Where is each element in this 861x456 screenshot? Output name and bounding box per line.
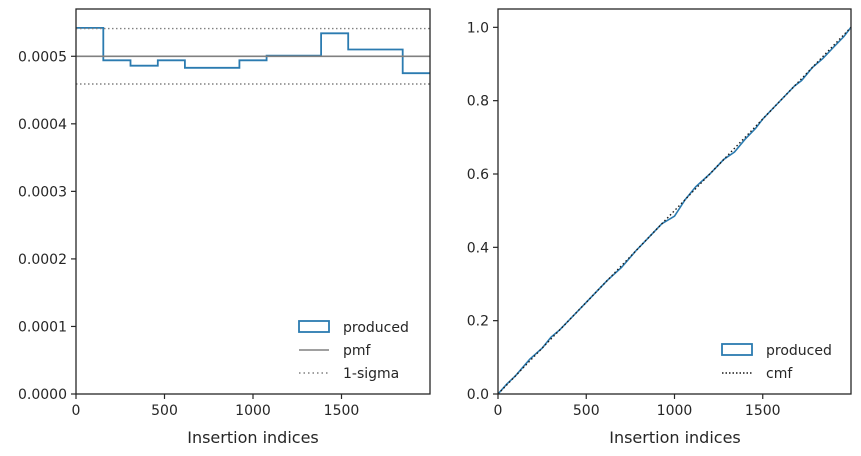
right-x-axis-label: Insertion indices [609,428,741,447]
right-x-ticks: 0 500 1000 1500 [494,394,781,419]
left-x-axis-label: Insertion indices [187,428,319,447]
left-y-tick-label: 0.0005 [18,49,67,65]
right-y-tick-label: 0.2 [467,314,489,330]
left-x-tick-label: 1000 [235,403,271,419]
right-series-cmf-1 [497,26,852,395]
right-x-tick-label: 1000 [657,403,693,419]
left-y-tick-label: 0.0003 [18,184,67,200]
left-y-tick-label: 0.0004 [18,117,67,133]
legend-swatch-produced [298,320,330,333]
left-series [76,27,430,85]
right-y-tick-label: 0.4 [467,240,489,256]
legend-label-produced-right: produced [766,343,832,359]
legend-swatch-produced-right [721,343,753,356]
right-y-tick-label: 0.8 [467,94,489,110]
left-x-ticks: 0 500 1000 1500 [72,394,360,419]
right-chart: 0 500 1000 1500 0.0 0.2 0.4 0.6 0.8 1.0 Insertio… [467,8,852,447]
right-x-tick-label: 500 [573,403,600,419]
left-x-tick-label: 0 [72,403,81,419]
legend-label-cmf: cmf [766,366,793,382]
left-series-produced [76,27,430,75]
right-y-ticks: 0.0 0.2 0.4 0.6 0.8 1.0 [467,20,498,403]
left-y-tick-label: 0.0001 [18,319,67,335]
right-y-tick-label: 0.6 [467,167,489,183]
legend-label-produced: produced [343,320,409,336]
left-x-tick-label: 1500 [324,403,360,419]
legend-label-1-sigma: 1-sigma [343,366,399,382]
left-x-tick-label: 500 [151,403,178,419]
left-y-tick-label: 0.0000 [18,387,67,403]
left-y-tick-label: 0.0002 [18,252,67,268]
right-series-produced-0 [497,26,852,395]
left-plot-frame [75,8,431,395]
left-y-ticks: 0.0000 0.0001 0.0002 0.0003 0.0004 0.0005 [18,49,76,403]
legend-label-pmf: pmf [343,343,372,359]
left-legend: produced pmf 1-sigma [298,320,409,382]
right-y-tick-label: 1.0 [467,20,489,36]
right-y-tick-label: 0.0 [467,387,489,403]
right-series [497,26,852,395]
right-legend: produced cmf [721,343,832,382]
left-chart: 0 500 1000 1500 0.00000.00010.00020.00030.0… [18,8,431,447]
right-x-tick-label: 1500 [745,403,781,419]
right-x-tick-label: 0 [494,403,503,419]
